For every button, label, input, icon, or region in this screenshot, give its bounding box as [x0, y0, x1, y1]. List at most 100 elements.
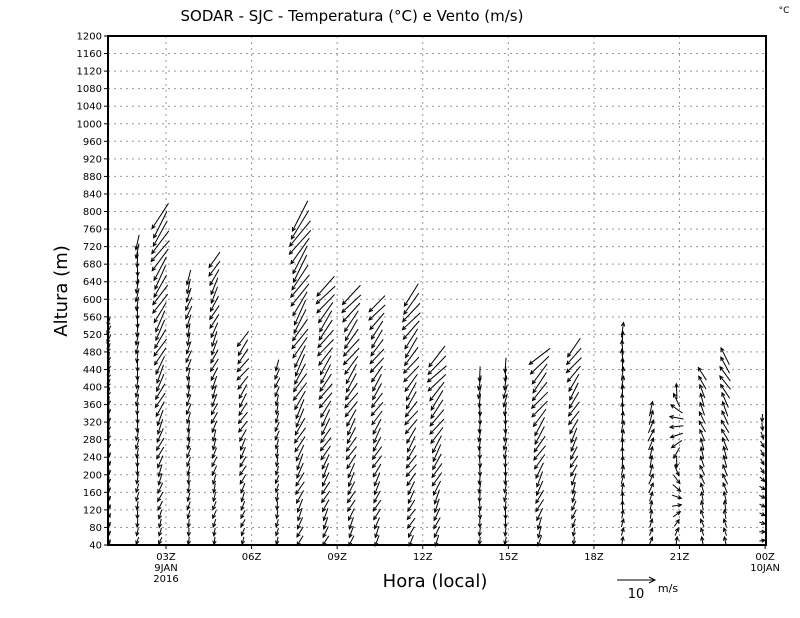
- wind-arrow: [317, 329, 334, 349]
- wind-column: [528, 347, 551, 548]
- wind-arrow: [157, 518, 163, 529]
- y-tick-label: 120: [83, 505, 102, 516]
- y-tick-label: 1000: [77, 119, 102, 130]
- wind-arrow: [722, 463, 728, 477]
- wind-arrow: [296, 535, 304, 547]
- wind-arrow: [209, 314, 220, 330]
- wind-arrow: [503, 500, 508, 512]
- x-tick-date: 9JAN: [154, 563, 177, 574]
- legend-arrow-head: [648, 576, 657, 584]
- wind-arrow: [211, 456, 218, 468]
- wind-column: [208, 251, 221, 546]
- wind-column: [134, 234, 140, 546]
- wind-column: [236, 330, 250, 546]
- wind-arrow: [291, 200, 309, 233]
- wind-arrow: [698, 410, 706, 424]
- wind-arrow: [372, 418, 382, 435]
- wind-arrow: [503, 518, 508, 529]
- wind-arrow: [430, 427, 444, 445]
- wind-arrow: [760, 413, 765, 423]
- wind-arrow: [402, 320, 420, 340]
- wind-arrow: [347, 471, 355, 488]
- y-tick-label: 720: [83, 242, 102, 253]
- wind-arrow: [699, 499, 705, 511]
- wind-arrow: [405, 454, 417, 469]
- wind-arrow: [433, 517, 441, 530]
- wind-arrow: [292, 373, 307, 393]
- wind-arrow: [239, 474, 247, 485]
- wind-column: [502, 357, 508, 546]
- wind-arrow: [293, 309, 307, 335]
- wind-arrow: [648, 437, 655, 451]
- wind-arrow: [346, 409, 357, 427]
- wind-arrow: [673, 474, 681, 485]
- wind-arrow: [157, 500, 163, 512]
- wind-arrow: [322, 526, 329, 539]
- wind-arrow: [186, 474, 191, 485]
- wind-arrow: [620, 499, 625, 510]
- x-axis-label: Hora (local): [383, 571, 488, 592]
- wind-arrow: [321, 490, 331, 504]
- wind-arrow: [274, 359, 280, 372]
- wind-column: [185, 269, 193, 546]
- wind-arrow: [274, 421, 280, 433]
- wind-arrow: [294, 417, 306, 436]
- wind-arrow: [157, 473, 163, 486]
- wind-arrow: [722, 517, 727, 528]
- wind-arrow: [649, 517, 654, 528]
- wind-arrow: [135, 492, 140, 503]
- wind-arrow: [346, 454, 357, 470]
- wind-arrow: [407, 526, 415, 539]
- wind-arrow: [674, 535, 679, 545]
- wind-arrow: [295, 444, 305, 462]
- wind-arrow: [344, 319, 358, 342]
- wind-arrow: [152, 220, 168, 248]
- wind-arrow: [571, 491, 577, 504]
- wind-arrow: [405, 391, 417, 410]
- wind-arrow: [316, 275, 335, 297]
- wind-arrow: [134, 385, 140, 399]
- wind-arrow: [429, 418, 445, 435]
- wind-arrow: [316, 294, 335, 314]
- wind-arrow: [699, 428, 706, 442]
- wind-arrow: [569, 419, 579, 435]
- wind-arrow: [291, 264, 309, 291]
- wind-arrow: [275, 536, 280, 546]
- wind-arrow: [433, 498, 440, 514]
- wind-arrow: [569, 382, 579, 402]
- wind-arrow: [134, 430, 140, 442]
- y-tick-label: 40: [89, 541, 102, 552]
- wind-arrow: [536, 516, 543, 531]
- wind-arrow: [344, 392, 359, 409]
- wind-arrow: [673, 447, 680, 460]
- wind-arrow: [503, 527, 508, 537]
- wind-arrow: [240, 510, 246, 520]
- wind-arrow: [671, 503, 683, 508]
- wind-arrow: [700, 518, 705, 528]
- wind-arrow: [210, 412, 218, 425]
- wind-arrow: [293, 427, 306, 444]
- wind-arrow: [150, 240, 170, 263]
- wind-arrow: [212, 492, 217, 503]
- wind-arrow: [721, 409, 729, 425]
- wind-arrow: [477, 500, 483, 512]
- wind-arrow: [700, 526, 705, 536]
- wind-arrow: [135, 474, 140, 485]
- wind-arrow: [404, 410, 419, 426]
- y-tick-label: 680: [83, 260, 102, 271]
- wind-arrow: [698, 375, 707, 390]
- wind-arrow: [722, 490, 727, 502]
- wind-arrow: [317, 301, 334, 324]
- wind-arrow: [209, 358, 219, 373]
- wind-arrow: [671, 494, 683, 500]
- wind-arrow: [210, 286, 219, 305]
- wind-arrow: [296, 462, 304, 479]
- wind-arrow: [212, 483, 217, 494]
- wind-arrow: [407, 436, 416, 453]
- wind-arrow: [371, 365, 383, 383]
- wind-arrow: [290, 237, 310, 265]
- wind-arrow: [371, 455, 383, 469]
- wind-arrow: [151, 230, 170, 255]
- wind-arrow: [155, 383, 166, 401]
- wind-arrow: [319, 373, 332, 393]
